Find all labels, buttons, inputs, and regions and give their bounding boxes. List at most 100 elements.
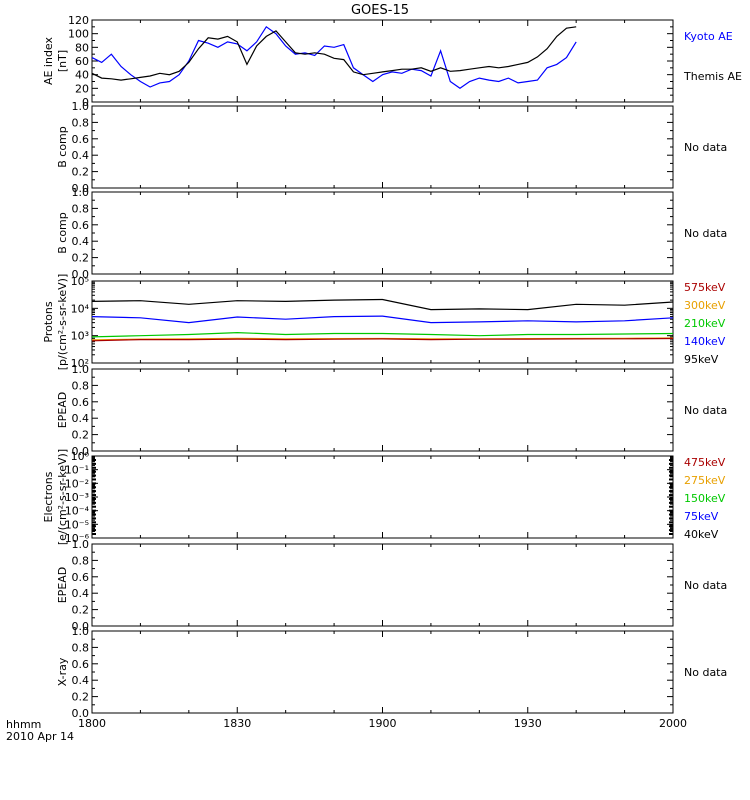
y-tick-label: 0.8 (72, 641, 90, 654)
y-tick-label: 10⁴ (71, 302, 90, 315)
panel-frame (91, 543, 674, 627)
panel-epead1: 0.0 0.2 0.4 0.6 0.8 1.0 EPEAD No data (56, 363, 727, 458)
y-tick-label: 0.6 (72, 219, 90, 232)
y-axis-label: [nT] (56, 50, 69, 72)
series-line-575kev (91, 337, 674, 342)
no-data-label: No data (684, 227, 727, 240)
y-tick-label: 100 (68, 28, 89, 41)
panel-frame (91, 455, 674, 539)
y-tick-label: 10⁻¹ (65, 464, 89, 477)
panel-epead2: 0.0 0.2 0.4 0.6 0.8 1.0 EPEAD No data (56, 538, 727, 633)
y-tick-label: 10⁻³ (65, 491, 89, 504)
y-tick-label: 0.6 (72, 396, 90, 409)
panel-b2: 0.0 0.2 0.4 0.6 0.8 1.0B comp No data (56, 186, 727, 281)
y-axis-label: [p/(cm²-s-sr-keV)] (56, 274, 69, 371)
y-tick-label: 0.8 (72, 202, 90, 215)
no-data-label: No data (684, 579, 727, 592)
chart-title: GOES-15 (351, 3, 409, 18)
panel-frame (91, 191, 674, 275)
y-tick-label: 1.0 (72, 538, 90, 551)
y-tick-label: 120 (68, 14, 89, 27)
no-data-label: No data (684, 404, 727, 417)
series-line-210kev (91, 331, 674, 338)
panel-frame (91, 368, 674, 452)
y-tick-label: 0.8 (72, 116, 90, 129)
y-axis-label: B comp (56, 126, 69, 168)
y-tick-label: 1.0 (72, 625, 90, 638)
series-line-themis-ae (91, 26, 577, 81)
panel-frame (91, 630, 674, 714)
series-line-kyoto-ae (91, 25, 577, 90)
x-tick-label: 1900 (369, 717, 397, 730)
legend-entry: Kyoto AE (684, 30, 733, 43)
y-tick-label: 0.2 (72, 604, 90, 617)
y-tick-label: 0.8 (72, 554, 90, 567)
x-tick-label: 1830 (223, 717, 251, 730)
panel-frame (91, 105, 674, 189)
y-tick-label: 0.4 (72, 587, 90, 600)
legend-entry: 40keV (684, 528, 719, 541)
y-tick-label: 60 (75, 55, 89, 68)
series-line-95kev (91, 298, 674, 311)
legend-entry: 575keV (684, 281, 726, 294)
x-tick-label: 1930 (514, 717, 542, 730)
y-tick-label: 10² (71, 357, 89, 370)
y-tick-label: 0.0 (72, 268, 90, 281)
x-tick-label: 2000 (659, 717, 687, 730)
panel-protons: 10² 10³ 10⁴ 10⁵ Protons [p/(cm²-s-sr-keV)] 575… (42, 274, 726, 371)
y-tick-label: 10⁰ (71, 450, 90, 463)
y-tick-label: 0.6 (72, 571, 90, 584)
y-tick-label: 0 (82, 96, 89, 109)
legend-entry: 140keV (684, 335, 726, 348)
legend-entry: 300keV (684, 299, 726, 312)
legend-entry: 75keV (684, 510, 719, 523)
y-axis-label: X-ray (56, 657, 69, 686)
y-axis-label: Electrons (42, 471, 55, 522)
y-tick-label: 0.0 (72, 707, 90, 720)
y-tick-label: 20 (75, 82, 89, 95)
legend-entry: 150keV (684, 492, 726, 505)
y-axis-label: EPEAD (56, 567, 69, 604)
y-tick-label: 0.4 (72, 674, 90, 687)
no-data-label: No data (684, 141, 727, 154)
y-tick-label: 0.8 (72, 379, 90, 392)
y-tick-label: 0.0 (72, 620, 90, 633)
y-tick-label: 0.2 (72, 691, 90, 704)
panel-xray: 0.0 0.2 0.4 0.6 0.8 1.0 X-ray No data (56, 625, 727, 720)
panel-b1: 0.0 0.2 0.4 0.6 0.8 1.0B comp No data (56, 100, 727, 195)
y-axis-label: B comp (56, 212, 69, 254)
y-tick-label: 0.0 (72, 182, 90, 195)
legend-entry: 95keV (684, 353, 719, 366)
legend-entry: Themis AE (683, 70, 742, 83)
legend-entry: 275keV (684, 474, 726, 487)
x-label-hhmm: hhmm (6, 718, 41, 731)
y-axis-label: EPEAD (56, 392, 69, 429)
x-axis: 1800 1830 1900 1930 2000 (78, 717, 687, 730)
y-tick-label: 0.2 (72, 252, 90, 265)
y-axis-label: [e/(cm²-s-sr-keV)] (56, 449, 69, 545)
y-tick-label: 10⁻⁵ (65, 518, 89, 531)
legend-entry: 475keV (684, 456, 726, 469)
y-tick-label: 1.0 (72, 186, 90, 199)
y-tick-label: 10⁻² (65, 477, 89, 490)
x-label-date: 2010 Apr 14 (6, 730, 74, 743)
y-tick-label: 0.6 (72, 133, 90, 146)
y-tick-label: 0.2 (72, 166, 90, 179)
y-tick-label: 0.4 (72, 149, 90, 162)
y-tick-label: 1.0 (72, 363, 90, 376)
y-axis-label: AE index (42, 36, 55, 85)
y-tick-label: 0.2 (72, 429, 90, 442)
series-line-140kev (91, 315, 674, 324)
y-tick-label: 80 (75, 41, 89, 54)
legend-entry: 210keV (684, 317, 726, 330)
y-tick-label: 10⁻⁶ (65, 532, 90, 545)
y-tick-label: 10³ (71, 330, 89, 343)
y-tick-label: 0.0 (72, 445, 90, 458)
y-tick-label: 0.6 (72, 658, 90, 671)
y-tick-label: 0.4 (72, 235, 90, 248)
x-tick-label: 1800 (78, 717, 106, 730)
